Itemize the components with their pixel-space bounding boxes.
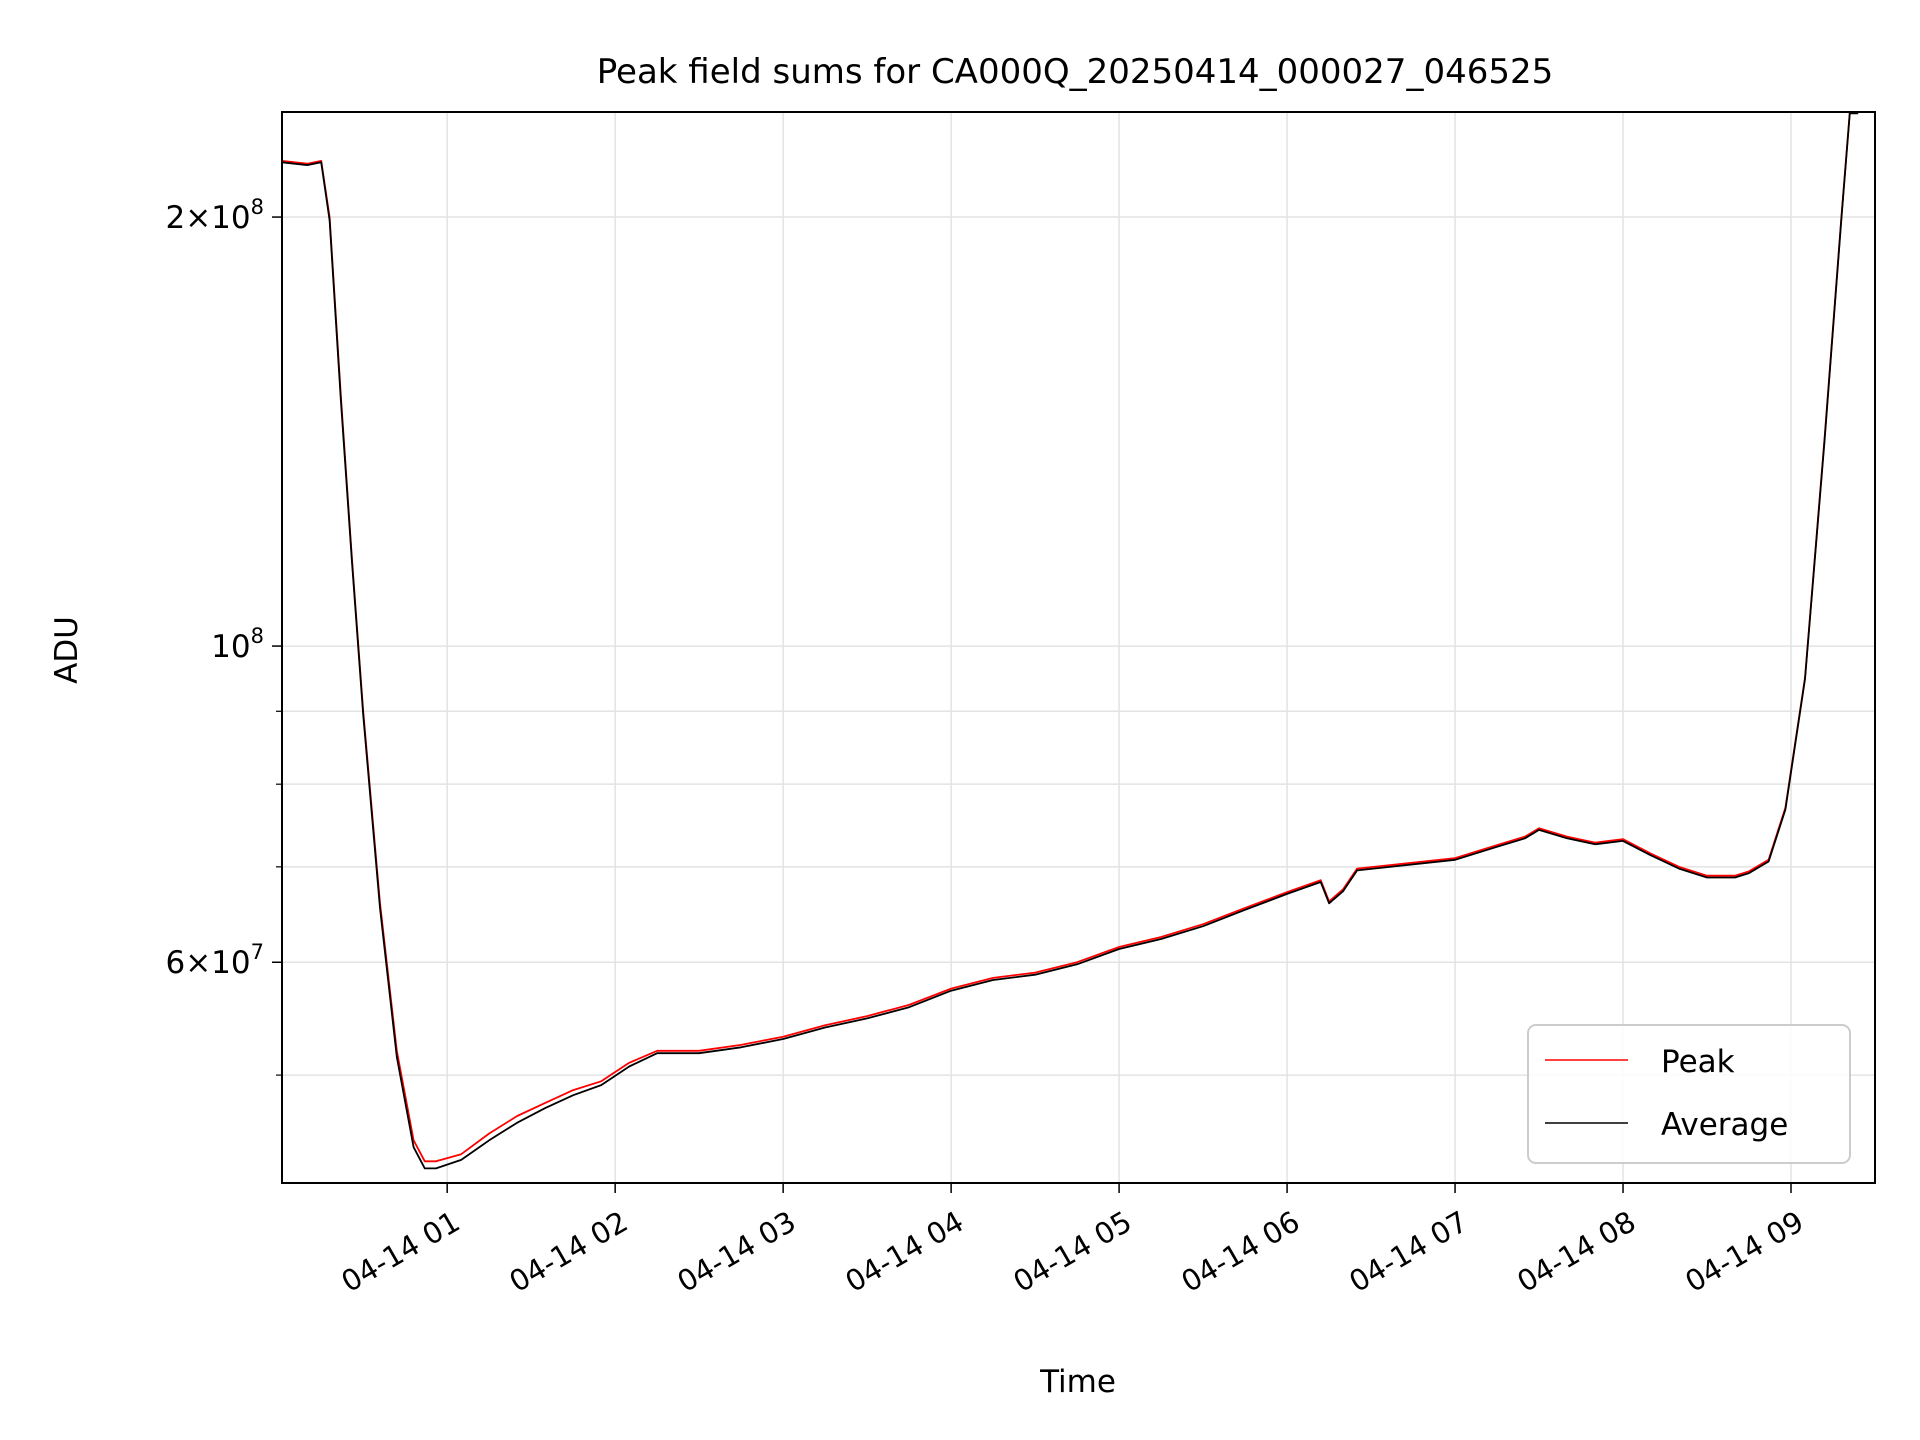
y-tick-label: 2×108 (165, 195, 264, 236)
x-axis-label: Time (1039, 1364, 1116, 1400)
y-tick-label: 108 (211, 624, 264, 665)
grid (282, 112, 1875, 1183)
chart-title: Peak field sums for CA000Q_20250414_0000… (597, 52, 1553, 92)
legend-label-average: Average (1661, 1107, 1788, 1143)
y-tick-label: 6×107 (165, 940, 264, 981)
y-axis: 2×108 108 6×107 (165, 195, 282, 1076)
legend: Peak Average (1527, 1024, 1851, 1164)
plot-frame (281, 111, 1876, 1184)
y-axis-label: ADU (49, 616, 85, 684)
legend-label-peak: Peak (1661, 1044, 1735, 1080)
series-line-peak (281, 111, 1859, 1163)
series-layer (281, 111, 1859, 1170)
series-line-average (281, 112, 1859, 1170)
